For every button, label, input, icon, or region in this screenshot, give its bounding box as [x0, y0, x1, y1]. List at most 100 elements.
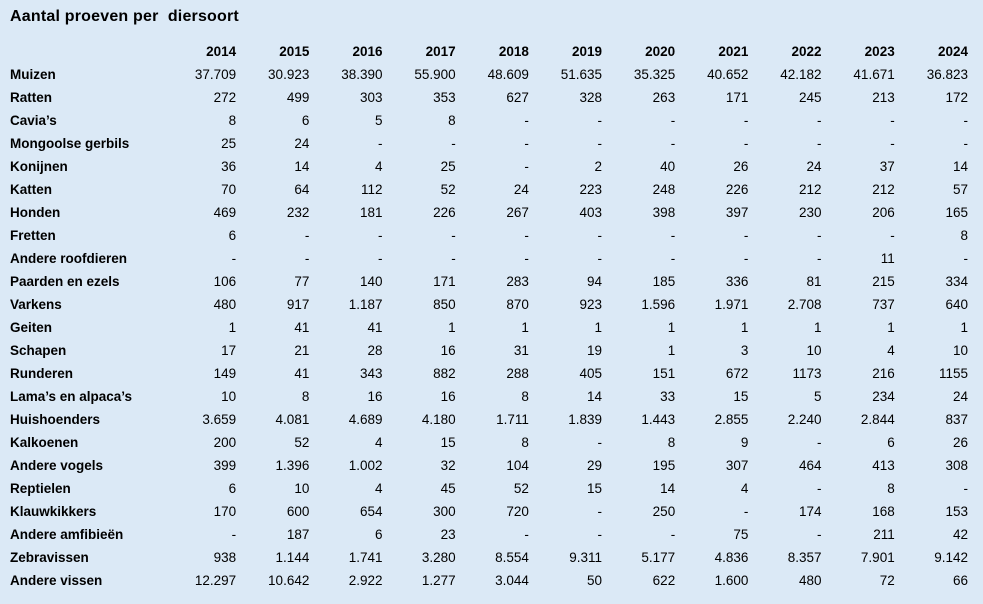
value-cell: 403	[579, 205, 603, 220]
value-cell: 57	[952, 182, 968, 197]
value-cell: -	[817, 527, 822, 542]
value-cell: 51.635	[560, 67, 603, 82]
value-cell: 200	[213, 435, 237, 450]
value-cell: -	[817, 228, 822, 243]
value-cell: 1	[887, 320, 895, 335]
value-cell: 248	[652, 182, 676, 197]
value-cell: 24	[952, 389, 968, 404]
value-cell: -	[743, 251, 749, 266]
value-cell: -	[743, 504, 749, 519]
species-label: Lama’s en alpaca’s	[10, 389, 133, 404]
value-cell: 12.297	[194, 573, 237, 588]
value-cell: 1.971	[714, 297, 749, 312]
value-cell: -	[670, 136, 676, 151]
value-cell: -	[231, 527, 237, 542]
table-row: Katten 70 64 112 52 24 223 248 226 212 212 57	[10, 178, 970, 201]
value-cell: -	[378, 251, 383, 266]
value-cell: 10	[294, 481, 310, 496]
value-cell: -	[890, 228, 895, 243]
value-cell: 9.142	[934, 550, 968, 565]
value-cell: 300	[433, 504, 456, 519]
table-row: Runderen 149 41 343 882 288 405 151 672 1173 216 11…	[10, 362, 970, 385]
value-cell: 6	[301, 113, 310, 128]
year-header-row: 2014 2015 2016 2017 2018 2019 2020 2021 2022 2023…	[10, 40, 970, 63]
species-label: Schapen	[10, 343, 67, 358]
value-cell: 4.180	[421, 412, 456, 427]
value-cell: 1155	[938, 366, 968, 381]
value-cell: -	[451, 251, 456, 266]
value-cell: 8	[521, 435, 529, 450]
species-label: Fretten	[10, 228, 56, 243]
value-cell: 3.659	[202, 412, 237, 427]
value-cell: 42.182	[780, 67, 822, 82]
species-label: Katten	[10, 182, 53, 197]
value-cell: 398	[652, 205, 676, 220]
value-cell: 640	[945, 297, 968, 312]
value-cell: 1.741	[348, 550, 383, 565]
year-header: 2014	[206, 44, 237, 59]
value-cell: 10.642	[268, 573, 310, 588]
value-cell: 737	[872, 297, 895, 312]
species-label: Mongoolse gerbils	[10, 136, 130, 151]
value-cell: 336	[725, 274, 749, 289]
year-header: 2018	[498, 44, 529, 59]
value-cell: 37.709	[194, 67, 237, 82]
value-cell: 16	[440, 389, 456, 404]
value-cell: 464	[799, 458, 822, 473]
value-cell: 31	[513, 343, 529, 358]
value-cell: -	[597, 228, 603, 243]
value-cell: 36	[221, 159, 237, 174]
table-row: Honden 469 232 181 226 267 403 398 397 230 206 165	[10, 201, 970, 224]
value-cell: -	[817, 113, 822, 128]
value-cell: 308	[945, 458, 968, 473]
value-cell: 8.554	[495, 550, 529, 565]
value-cell: 8	[667, 435, 676, 450]
value-cell: 6	[887, 435, 895, 450]
value-cell: 165	[945, 205, 968, 220]
value-cell: 19	[587, 343, 603, 358]
value-cell: -	[597, 435, 603, 450]
table-row: Lama’s en alpaca’s 10 8 16 16 8 14 33 15 5 234 24	[10, 385, 970, 408]
species-label: Cavia’s	[10, 113, 57, 128]
value-cell: 37	[879, 159, 895, 174]
value-cell: 5.177	[641, 550, 676, 565]
value-cell: 94	[587, 274, 603, 289]
value-cell: 397	[725, 205, 749, 220]
value-cell: 8	[960, 228, 968, 243]
table-row: Mongoolse gerbils 25 24 - - - - - - - - -	[10, 132, 970, 155]
value-cell: 1.443	[641, 412, 676, 427]
value-cell: 3	[740, 343, 749, 358]
table-row: Andere amfibieën - 187 6 23 - - - 75 - 211 42	[10, 523, 970, 546]
value-cell: -	[524, 228, 529, 243]
value-cell: 14	[587, 389, 603, 404]
value-cell: 1	[594, 320, 603, 335]
value-cell: 328	[579, 90, 603, 105]
value-cell: 24	[294, 136, 310, 151]
value-cell: 226	[433, 205, 456, 220]
value-cell: 923	[579, 297, 603, 312]
value-cell: 29	[587, 458, 603, 473]
value-cell: 40	[660, 159, 676, 174]
value-cell: 230	[799, 205, 822, 220]
value-cell: 870	[506, 297, 529, 312]
value-cell: 469	[213, 205, 237, 220]
value-cell: 174	[799, 504, 822, 519]
value-cell: 212	[872, 182, 895, 197]
value-cell: 480	[799, 573, 822, 588]
value-cell: 213	[872, 90, 895, 105]
value-cell: 334	[945, 274, 968, 289]
species-label: Zebravissen	[10, 550, 89, 565]
value-cell: 211	[873, 527, 895, 542]
value-cell: 938	[213, 550, 237, 565]
value-cell: -	[451, 228, 456, 243]
species-label: Andere vissen	[10, 573, 103, 588]
value-cell: 4	[375, 481, 383, 496]
value-cell: 720	[506, 504, 529, 519]
value-cell: 9.311	[569, 550, 603, 565]
value-cell: -	[304, 251, 310, 266]
value-cell: 10	[221, 389, 237, 404]
value-cell: 30.923	[268, 67, 310, 82]
value-cell: 2.240	[787, 412, 822, 427]
value-cell: 187	[286, 527, 310, 542]
value-cell: 8	[301, 389, 310, 404]
